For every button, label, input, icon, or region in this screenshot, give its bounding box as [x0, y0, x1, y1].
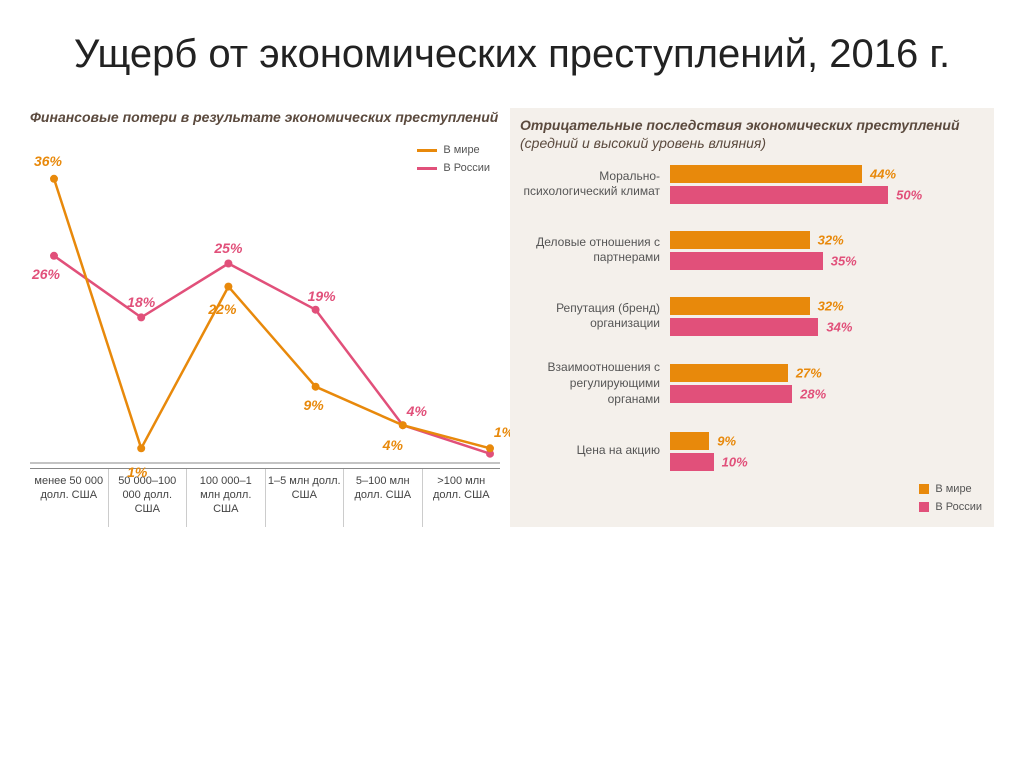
legend-item: В мире — [417, 144, 490, 156]
bar-category-label: Взаимоотношения с регулирующими органами — [520, 360, 670, 407]
bar-category-label: Деловые отношения с партнерами — [520, 235, 670, 266]
legend-label: В мире — [443, 144, 479, 156]
bar-world: 27% — [670, 364, 788, 382]
x-axis-tick: 5–100 млн долл. США — [343, 469, 422, 527]
line-point-label: 26% — [32, 266, 60, 282]
bar-value-label: 50% — [896, 187, 922, 202]
legend-label: В России — [443, 162, 490, 174]
x-axis-tick: 1–5 млн долл. США — [265, 469, 344, 527]
line-chart-panel: Финансовые потери в результате экономиче… — [30, 108, 500, 527]
bar-chart-title-light: (средний и высокий уровень влияния) — [520, 135, 766, 151]
bar-value-label: 9% — [717, 433, 736, 448]
bar-category-label: Репутация (бренд) организации — [520, 301, 670, 332]
bar-value-label: 35% — [831, 253, 857, 268]
bar-russia: 50% — [670, 186, 888, 204]
bar-value-label: 32% — [818, 232, 844, 247]
bar-pair: 9%10% — [670, 432, 984, 471]
legend-item: В России — [417, 162, 490, 174]
bar-chart-legend: В мире В России — [919, 483, 982, 513]
bar-chart-panel: Отрицательные последствия экономических … — [510, 108, 994, 527]
bar-pair: 44%50% — [670, 165, 984, 204]
line-chart-plot: 26%18%25%19%4%36%1%22%9%4%1%В миреВ Росс… — [30, 134, 500, 464]
line-chart-legend: В мире В России — [417, 144, 490, 174]
bar-value-label: 10% — [722, 454, 748, 469]
bar-pair: 27% 28% — [670, 364, 984, 403]
x-axis-tick: >100 млн долл. США — [422, 469, 501, 527]
bar-value-label: 44% — [870, 166, 896, 181]
bar-chart-title: Отрицательные последствия экономических … — [520, 116, 984, 152]
bar-chart-plot: Морально-психологический климат44%50%Дел… — [520, 162, 984, 473]
bar-group: Взаимоотношения с регулирующими органами… — [520, 360, 984, 407]
bar-russia: 35% — [670, 252, 823, 270]
bar-russia: 10% — [670, 453, 714, 471]
bar-russia: 34% — [670, 318, 818, 336]
bar-pair: 32% 35% — [670, 231, 984, 270]
line-point-label: 9% — [303, 397, 323, 413]
legend-item: В России — [919, 501, 982, 513]
page-title: Ущерб от экономических преступлений, 201… — [30, 30, 994, 78]
x-axis-tick: 100 000–1 млн долл. США — [186, 469, 265, 527]
bar-category-label: Морально-психологический климат — [520, 169, 670, 200]
bar-world: 32% — [670, 297, 810, 315]
line-point-label: 19% — [308, 288, 336, 304]
bar-group: Цена на акцию9%10% — [520, 429, 984, 473]
x-axis-tick: менее 50 000 долл. США — [30, 469, 108, 527]
line-point-label: 4% — [407, 403, 427, 419]
line-point-label: 18% — [127, 294, 155, 310]
line-point-label: 1% — [127, 464, 147, 480]
legend-label: В России — [935, 501, 982, 513]
bar-group: Морально-психологический климат44%50% — [520, 162, 984, 206]
legend-swatch — [417, 149, 437, 152]
bar-world: 9% — [670, 432, 709, 450]
bar-value-label: 34% — [826, 319, 852, 334]
line-chart-title: Финансовые потери в результате экономиче… — [30, 108, 500, 126]
bar-value-label: 27% — [796, 366, 822, 381]
bar-world: 44% — [670, 165, 862, 183]
bar-pair: 32%34% — [670, 297, 984, 336]
legend-swatch — [919, 502, 929, 512]
bar-value-label: 28% — [800, 387, 826, 402]
bar-value-label: 32% — [818, 298, 844, 313]
line-point-label: 22% — [208, 301, 236, 317]
charts-container: Финансовые потери в результате экономиче… — [30, 108, 994, 527]
legend-swatch — [417, 167, 437, 170]
legend-item: В мире — [919, 483, 982, 495]
bar-world: 32% — [670, 231, 810, 249]
line-chart-x-axis: менее 50 000 долл. США50 000–100 000 дол… — [30, 468, 500, 527]
legend-label: В мире — [935, 483, 971, 495]
line-point-label: 4% — [383, 437, 403, 453]
line-point-label: 25% — [214, 240, 242, 256]
bar-group: Деловые отношения с партнерами32%35% — [520, 228, 984, 272]
line-point-label: 36% — [34, 153, 62, 169]
legend-swatch — [919, 484, 929, 494]
bar-russia: 28% — [670, 385, 792, 403]
bar-chart-title-bold: Отрицательные последствия экономических … — [520, 117, 960, 133]
bar-category-label: Цена на акцию — [520, 443, 670, 459]
bar-group: Репутация (бренд) организации32%34% — [520, 294, 984, 338]
